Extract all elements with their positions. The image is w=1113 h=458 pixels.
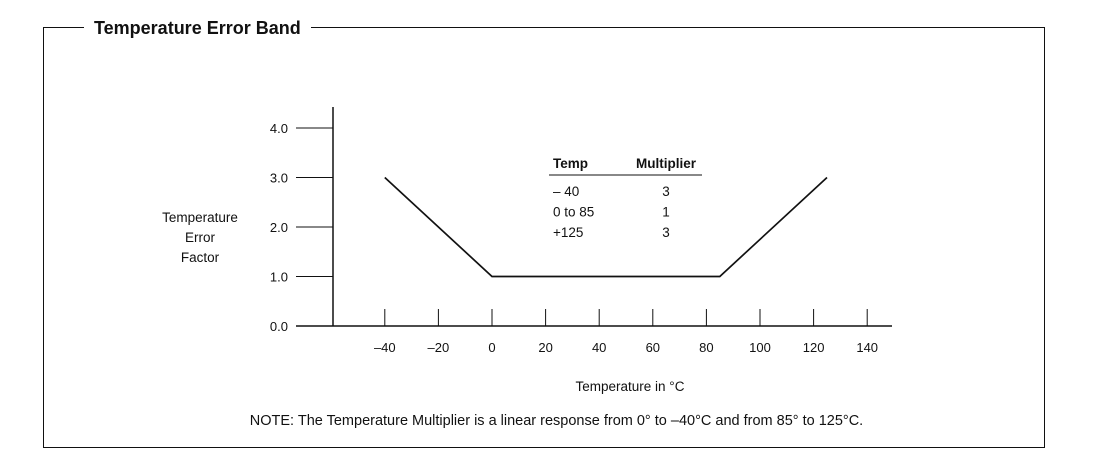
x-tick-label: –40 [374,340,396,355]
table-cell-multiplier: 3 [662,184,670,199]
y-axis-label: Temperature [162,210,238,225]
y-tick-label: 3.0 [270,171,288,186]
table-header-multiplier: Multiplier [636,156,697,171]
y-tick-label: 1.0 [270,270,288,285]
x-tick-label: 60 [646,340,660,355]
y-tick-label: 4.0 [270,121,288,136]
error-band-line [384,176,828,278]
x-tick-label: 120 [803,340,825,355]
x-tick-label: 100 [749,340,771,355]
chart-note: NOTE: The Temperature Multiplier is a li… [249,413,864,429]
chart-frame [43,27,1045,448]
x-axis-label: Temperature in °C [576,379,685,394]
y-axis-label: Factor [181,250,220,265]
x-tick-label: 140 [856,340,878,355]
chart-title: Temperature Error Band [84,16,311,40]
x-tick-label: 80 [699,340,713,355]
table-cell-temp: – 40 [553,184,579,199]
x-tick-label: 20 [538,340,552,355]
x-tick-label: 0 [488,340,495,355]
table-header-temp: Temp [553,156,588,171]
x-tick-label: –20 [428,340,450,355]
table-cell-temp: +125 [553,225,583,240]
table-cell-temp: 0 to 85 [553,205,594,220]
y-tick-label: 0.0 [270,319,288,334]
x-tick-label: 40 [592,340,606,355]
table-cell-multiplier: 1 [662,205,670,220]
table-cell-multiplier: 3 [662,225,670,240]
y-tick-label: 2.0 [270,220,288,235]
y-axis-label: Error [185,230,216,245]
